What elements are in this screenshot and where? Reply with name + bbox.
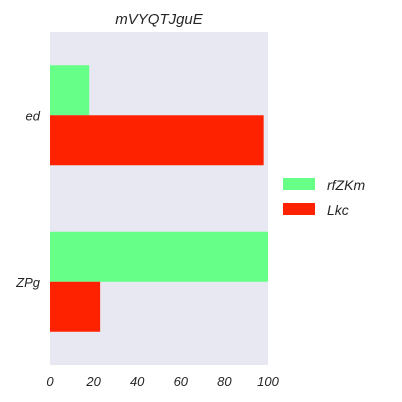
x-tick-labels: 0 20 40 60 80 100 (46, 374, 279, 389)
x-tick-label: 80 (217, 374, 232, 389)
x-tick-label: 60 (174, 374, 189, 389)
x-tick-label: 20 (85, 374, 101, 389)
x-tick-label: 0 (46, 374, 54, 389)
y-tick-labels: ed ZPg (15, 108, 41, 290)
legend-swatch-Lkc (283, 203, 315, 215)
y-tick-label: ZPg (15, 275, 41, 290)
bar-Lkc-ZPg (50, 281, 101, 332)
bars (50, 65, 268, 332)
bar-rfZKm-ZPg (50, 231, 268, 282)
x-tick-label: 40 (130, 374, 145, 389)
legend: rfZKm Lkc (283, 177, 365, 218)
legend-label-Lkc: Lkc (327, 202, 349, 218)
x-tick-label: 100 (257, 374, 279, 389)
y-tick-label: ed (26, 108, 41, 123)
chart-title: mVYQTJguE (115, 11, 204, 28)
legend-label-rfZKm: rfZKm (327, 177, 365, 193)
bar-rfZKm-ed (50, 65, 90, 116)
legend-swatch-rfZKm (283, 178, 315, 190)
bar-Lkc-ed (50, 115, 264, 166)
